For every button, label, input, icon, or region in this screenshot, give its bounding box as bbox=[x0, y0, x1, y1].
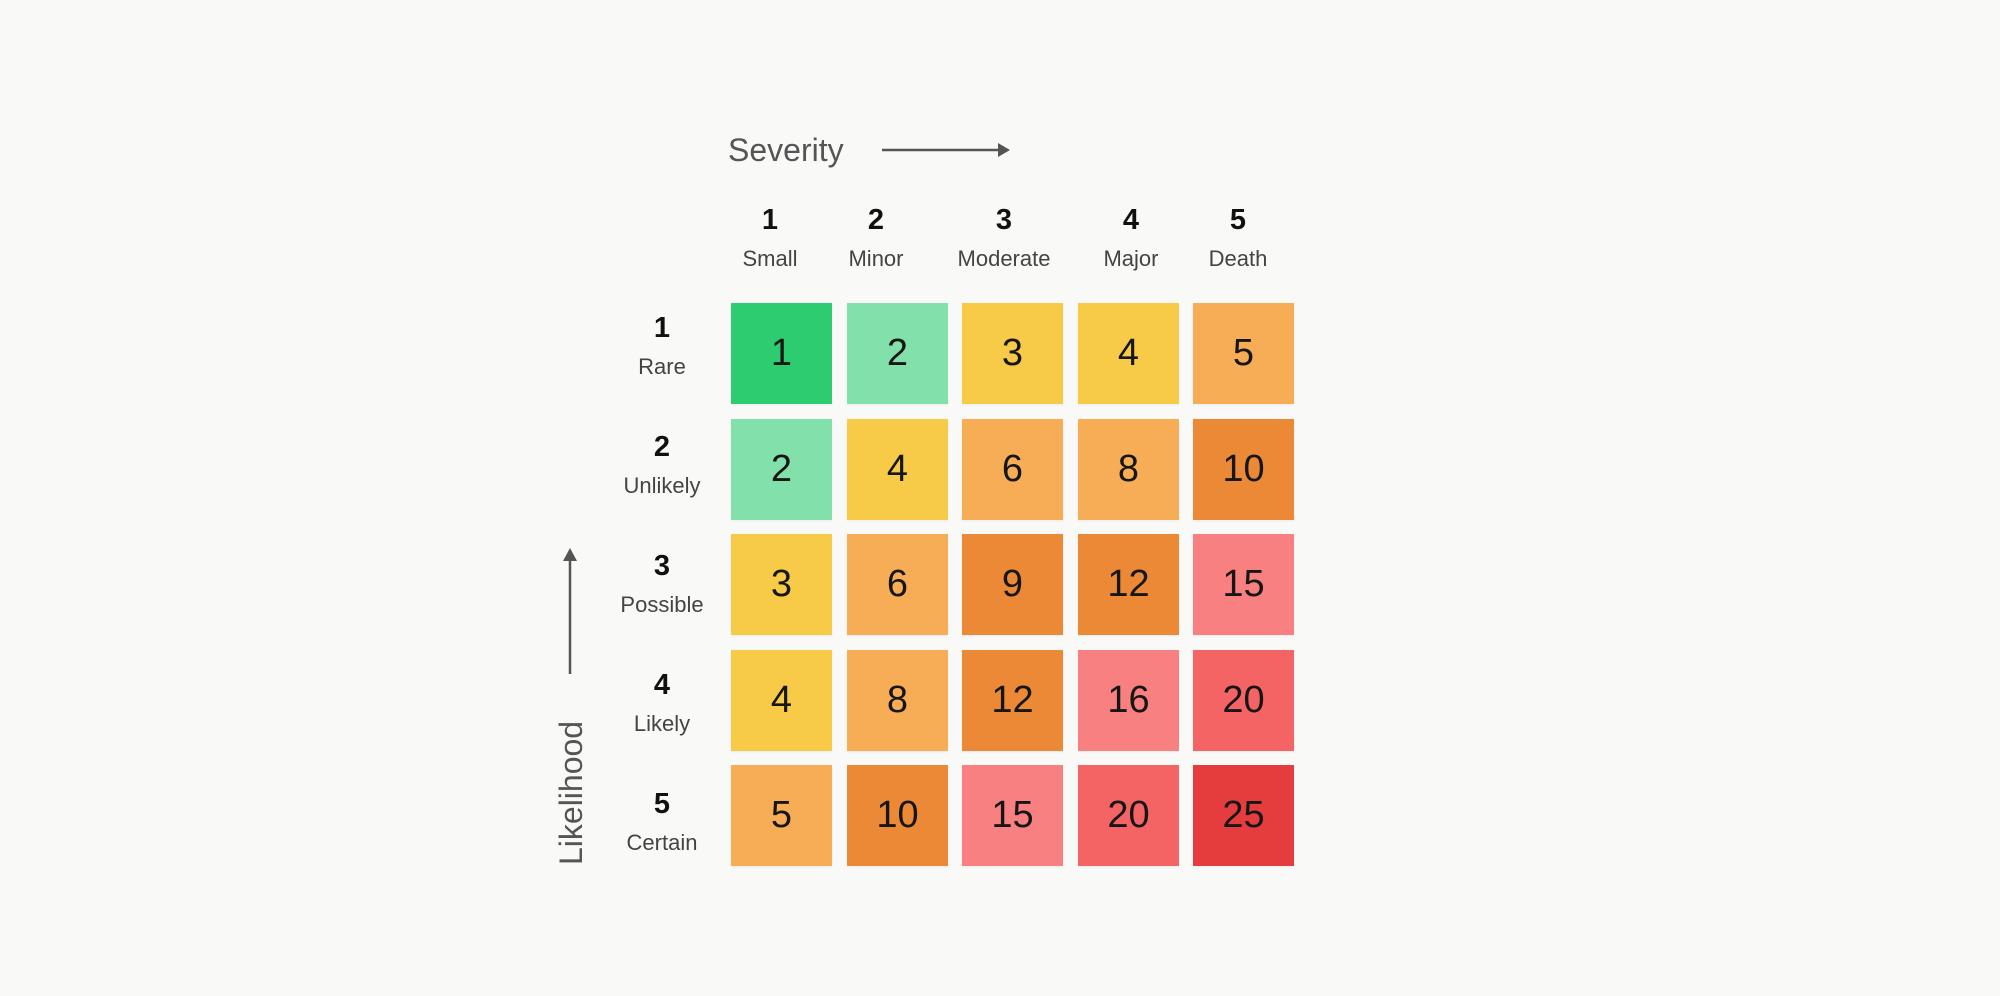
severity-header-2: 2 Minor bbox=[811, 202, 941, 274]
risk-cell-r3-c3: 9 bbox=[962, 534, 1063, 635]
risk-cell-r5-c1: 5 bbox=[731, 765, 832, 866]
likelihood-level-number: 2 bbox=[653, 431, 671, 463]
likelihood-header-4: 4 Likely bbox=[597, 667, 727, 739]
severity-level-label: Minor bbox=[848, 246, 904, 271]
severity-level-label: Moderate bbox=[957, 246, 1051, 271]
risk-cell-r2-c3: 6 bbox=[962, 419, 1063, 520]
likelihood-level-number: 4 bbox=[653, 669, 671, 701]
risk-cell-r4-c5: 20 bbox=[1193, 650, 1294, 751]
likelihood-level-label: Likely bbox=[633, 711, 691, 736]
risk-cell-r2-c4: 8 bbox=[1078, 419, 1179, 520]
risk-cell-r4-c1: 4 bbox=[731, 650, 832, 751]
severity-header-5: 5 Death bbox=[1173, 202, 1303, 274]
likelihood-header-3: 3 Possible bbox=[597, 548, 727, 620]
severity-level-number: 1 bbox=[761, 204, 779, 236]
risk-cell-r2-c5: 10 bbox=[1193, 419, 1294, 520]
severity-level-label: Major bbox=[1103, 246, 1159, 271]
risk-cell-r4-c2: 8 bbox=[847, 650, 948, 751]
likelihood-level-number: 3 bbox=[653, 550, 671, 582]
likelihood-level-label: Unlikely bbox=[623, 473, 701, 498]
severity-level-label: Death bbox=[1208, 246, 1268, 271]
severity-level-number: 3 bbox=[995, 204, 1013, 236]
severity-header-1: 1 Small bbox=[705, 202, 835, 274]
risk-cell-r1-c1: 1 bbox=[731, 303, 832, 404]
severity-level-number: 5 bbox=[1229, 204, 1247, 236]
risk-cell-r1-c2: 2 bbox=[847, 303, 948, 404]
risk-cell-r1-c5: 5 bbox=[1193, 303, 1294, 404]
risk-cell-r5-c5: 25 bbox=[1193, 765, 1294, 866]
likelihood-level-label: Certain bbox=[626, 830, 698, 855]
likelihood-header-5: 5 Certain bbox=[597, 786, 727, 858]
risk-cell-r3-c2: 6 bbox=[847, 534, 948, 635]
severity-level-number: 2 bbox=[867, 204, 885, 236]
likelihood-level-number: 1 bbox=[653, 312, 671, 344]
risk-cell-r3-c5: 15 bbox=[1193, 534, 1294, 635]
likelihood-header-2: 2 Unlikely bbox=[597, 429, 727, 501]
severity-axis-title: Severity bbox=[728, 132, 844, 168]
risk-cell-r4-c3: 12 bbox=[962, 650, 1063, 751]
severity-header-4: 4 Major bbox=[1066, 202, 1196, 274]
likelihood-level-label: Possible bbox=[620, 592, 704, 617]
likelihood-header-1: 1 Rare bbox=[597, 310, 727, 382]
risk-cell-r3-c1: 3 bbox=[731, 534, 832, 635]
likelihood-axis-title: Likelihood bbox=[553, 720, 589, 865]
risk-cell-r2-c1: 2 bbox=[731, 419, 832, 520]
severity-level-number: 4 bbox=[1122, 204, 1140, 236]
risk-cell-r1-c4: 4 bbox=[1078, 303, 1179, 404]
risk-cell-r5-c4: 20 bbox=[1078, 765, 1179, 866]
risk-cell-r5-c3: 15 bbox=[962, 765, 1063, 866]
severity-header-3: 3 Moderate bbox=[939, 202, 1069, 274]
severity-level-label: Small bbox=[742, 246, 798, 271]
risk-cell-r5-c2: 10 bbox=[847, 765, 948, 866]
risk-cell-r3-c4: 12 bbox=[1078, 534, 1179, 635]
likelihood-level-label: Rare bbox=[638, 354, 686, 379]
risk-cell-r4-c4: 16 bbox=[1078, 650, 1179, 751]
risk-cell-r1-c3: 3 bbox=[962, 303, 1063, 404]
risk-cell-r2-c2: 4 bbox=[847, 419, 948, 520]
likelihood-level-number: 5 bbox=[653, 788, 671, 820]
